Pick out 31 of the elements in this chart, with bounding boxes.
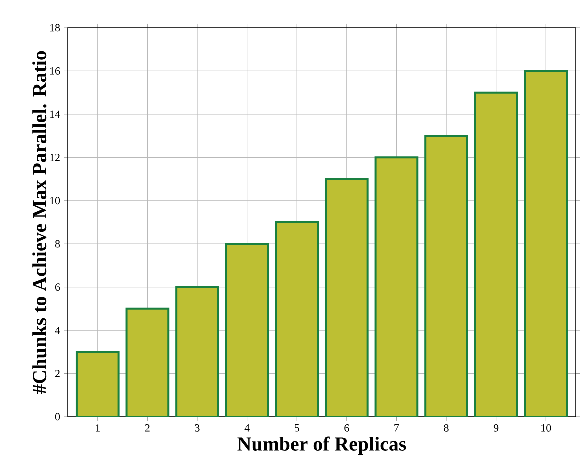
y-tick-label: 10 (50, 197, 60, 205)
y-tick-label: 4 (55, 326, 60, 334)
y-tick-label: 2 (55, 370, 60, 378)
x-tick-label: 5 (295, 424, 300, 432)
bar (126, 308, 169, 417)
bar (376, 158, 418, 417)
y-tick-label: 8 (55, 240, 60, 248)
bar (326, 179, 368, 417)
bar (226, 244, 268, 417)
x-tick-label: 8 (444, 424, 449, 432)
y-tick-label: 18 (50, 24, 60, 32)
x-axis-title: Number of Replicas (238, 436, 406, 456)
x-tick-label: 4 (244, 424, 250, 432)
bar (176, 287, 218, 417)
y-tick-label: 14 (50, 110, 60, 118)
x-tick-label: 6 (344, 424, 350, 432)
bar (426, 136, 468, 417)
bar (76, 352, 119, 417)
y-tick-label: 16 (50, 68, 60, 75)
y-tick-label: 6 (55, 284, 60, 292)
x-tick-label: 7 (394, 424, 400, 432)
bar (276, 222, 318, 417)
x-tick-label: 1 (96, 424, 100, 432)
bar (475, 92, 518, 417)
x-tick-label: 10 (542, 424, 552, 432)
y-tick-label: 0 (55, 413, 60, 421)
x-tick-label: 2 (145, 424, 150, 432)
y-axis-title: #Chunks to Achieve Max Parallel. Ratio (32, 51, 47, 394)
x-tick-label: 3 (195, 424, 200, 432)
x-tick-label: 9 (494, 424, 499, 432)
y-tick-label: 12 (50, 154, 60, 162)
